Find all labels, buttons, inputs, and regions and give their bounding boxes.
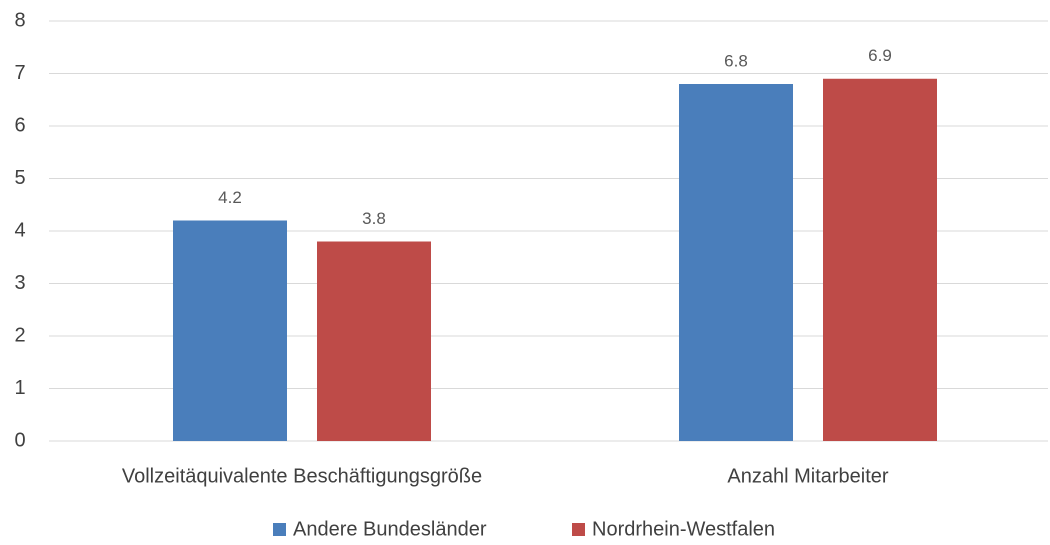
y-tick-label: 0: [14, 429, 25, 451]
bar: [173, 220, 287, 441]
data-label: 6.9: [868, 46, 892, 65]
legend-label: Andere Bundesländer: [293, 518, 487, 540]
legend-label: Nordrhein-Westfalen: [592, 518, 775, 540]
bar: [679, 84, 793, 441]
y-tick-label: 3: [14, 272, 25, 294]
data-label: 3.8: [362, 209, 386, 228]
data-label: 6.8: [724, 51, 748, 70]
bar: [823, 78, 937, 441]
legend-swatch: [572, 523, 585, 536]
y-tick-label: 5: [14, 167, 25, 189]
y-tick-label: 2: [14, 324, 25, 346]
x-tick-label: Vollzeitäquivalente Beschäftigungsgröße: [122, 465, 482, 487]
y-tick-label: 1: [14, 377, 25, 399]
bar: [317, 241, 431, 441]
y-tick-label: 8: [14, 9, 25, 31]
y-tick-label: 4: [14, 219, 25, 241]
legend-swatch: [273, 523, 286, 536]
y-tick-label: 7: [14, 62, 25, 84]
x-tick-label: Anzahl Mitarbeiter: [727, 465, 889, 487]
data-label: 4.2: [218, 188, 242, 207]
y-tick-label: 6: [14, 114, 25, 136]
